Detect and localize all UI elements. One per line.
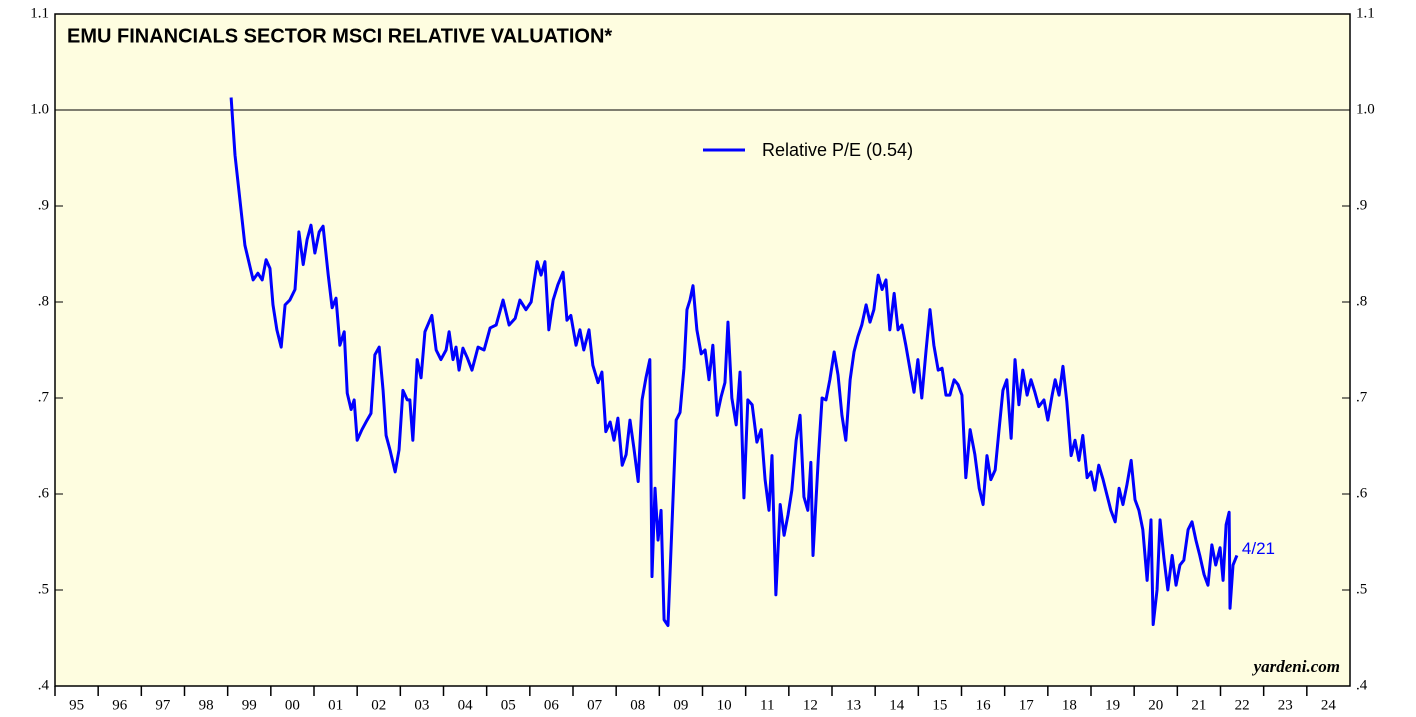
x-tick-label: 01: [328, 697, 343, 713]
y-tick-label: .9: [38, 197, 49, 213]
x-tick-label: 10: [717, 697, 732, 713]
y2-tick-label: .7: [1356, 389, 1368, 405]
y-tick-label: 1.1: [30, 5, 49, 21]
x-tick-label: 02: [371, 697, 386, 713]
x-tick-label: 16: [976, 697, 992, 713]
x-tick-label: 06: [544, 697, 560, 713]
y-tick-label: 1.0: [30, 101, 49, 117]
x-tick-label: 04: [458, 697, 474, 713]
y2-tick-label: .6: [1356, 485, 1368, 501]
x-tick-label: 15: [932, 697, 947, 713]
x-tick-label: 19: [1105, 697, 1120, 713]
y-tick-label: .4: [38, 677, 50, 693]
y2-tick-label: .4: [1356, 677, 1368, 693]
x-tick-label: 22: [1235, 697, 1250, 713]
y-tick-label: .6: [38, 485, 50, 501]
x-tick-label: 97: [155, 697, 171, 713]
x-tick-label: 00: [285, 697, 300, 713]
series-line: [229, 97, 1239, 628]
legend-label: Relative P/E (0.54): [762, 140, 913, 160]
y2-tick-label: .8: [1356, 293, 1367, 309]
x-tick-label: 13: [846, 697, 861, 713]
y2-tick-label: .5: [1356, 581, 1367, 597]
x-tick-label: 20: [1148, 697, 1163, 713]
x-tick-label: 11: [760, 697, 774, 713]
x-tick-label: 18: [1062, 697, 1077, 713]
x-tick-label: 99: [242, 697, 257, 713]
x-tick-label: 24: [1321, 697, 1337, 713]
x-tick-label: 03: [414, 697, 429, 713]
y2-tick-label: 1.1: [1356, 5, 1375, 21]
source: yardeni.com: [1252, 657, 1340, 676]
x-tick-label: 07: [587, 697, 603, 713]
x-tick-label: 12: [803, 697, 818, 713]
x-tick-label: 08: [630, 697, 645, 713]
y-tick-label: .5: [38, 581, 49, 597]
x-tick-label: 17: [1019, 697, 1035, 713]
plot-area: [54, 13, 1351, 687]
x-tick-label: 98: [199, 697, 214, 713]
x-tick-label: 23: [1278, 697, 1293, 713]
y-tick-label: .7: [38, 389, 50, 405]
y2-tick-label: .9: [1356, 197, 1367, 213]
annotation: 4/21: [1242, 539, 1275, 558]
x-tick-label: 14: [889, 697, 905, 713]
chart-title: EMU FINANCIALS SECTOR MSCI RELATIVE VALU…: [67, 25, 612, 47]
x-tick-label: 09: [673, 697, 688, 713]
x-tick-label: 05: [501, 697, 516, 713]
x-tick-label: 95: [69, 697, 84, 713]
y-tick-label: .8: [38, 293, 49, 309]
x-tick-label: 21: [1191, 697, 1206, 713]
x-tick-label: 96: [112, 697, 128, 713]
y2-tick-label: 1.0: [1356, 101, 1375, 117]
